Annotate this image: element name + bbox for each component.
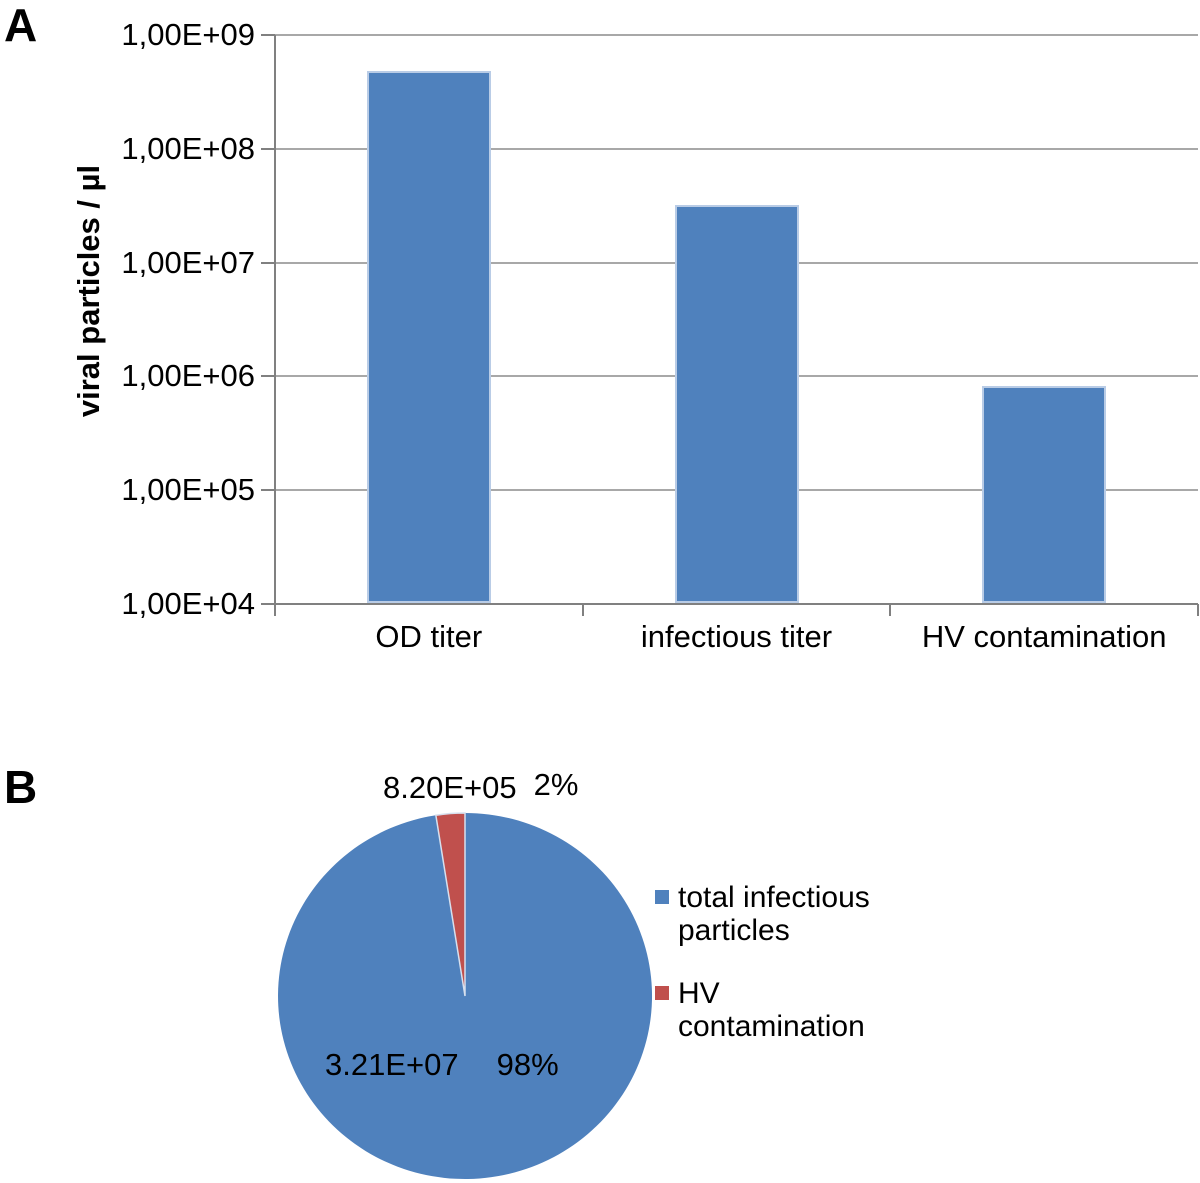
pie-inside-label: 3.21E+07 98% xyxy=(325,1048,559,1082)
legend-swatch-hv-contamination xyxy=(655,986,669,1000)
x-axis-line xyxy=(275,603,1198,605)
x-axis-tick xyxy=(274,604,276,616)
category-label-hv-contamination: HV contamination xyxy=(921,619,1167,654)
y-tick-label: 1,00E+05 xyxy=(121,472,255,508)
pie-chart xyxy=(278,812,653,1179)
x-axis-tick xyxy=(1197,604,1199,616)
y-axis-tick xyxy=(261,147,275,150)
bar-infectious-titer xyxy=(674,204,799,603)
bar-chart: 1,00E+09 1,00E+08 1,00E+07 1,00E+06 1,00E+05… xyxy=(121,17,1199,654)
y-axis-tick xyxy=(261,375,275,378)
legend-label-hv-contamination: HV contamination xyxy=(678,977,865,1043)
pie-outside-label: 8.20E+05 2% xyxy=(383,767,579,805)
legend-item-hv-contamination: HV contamination xyxy=(655,977,870,1043)
panel-b-label: B xyxy=(4,761,38,813)
bar-hv-contamination xyxy=(982,386,1107,603)
legend-swatch-total-infectious xyxy=(655,890,669,904)
legend-label-total-infectious: total infectious particles xyxy=(678,881,870,947)
y-tick-label: 1,00E+08 xyxy=(121,130,255,166)
x-axis-tick xyxy=(889,604,892,616)
y-tick-label: 1,00E+07 xyxy=(121,244,255,280)
y-tick-label: 1,00E+09 xyxy=(121,17,255,52)
pie-legend: total infectious particles HV contaminat… xyxy=(655,881,870,1043)
gridline xyxy=(275,147,1198,150)
bar-od-titer xyxy=(366,71,491,603)
panel-a-label: A xyxy=(4,0,38,51)
category-label-od-titer: OD titer xyxy=(375,619,483,654)
y-tick-label: 1,00E+06 xyxy=(121,358,255,394)
y-axis-tick xyxy=(261,34,275,36)
pie-pct-label-total-infectious: 98% xyxy=(496,1047,559,1082)
category-label-infectious-titer: infectious titer xyxy=(640,619,833,654)
pie-slice-hv-contamination xyxy=(434,812,466,997)
legend-item-total-infectious: total infectious particles xyxy=(655,881,870,947)
gridline xyxy=(275,34,1198,36)
y-axis-line xyxy=(274,35,276,616)
y-axis-tick xyxy=(261,603,275,605)
y-axis-tick xyxy=(261,489,275,492)
pie-value-label-hv-contamination: 8.20E+05 xyxy=(383,770,517,805)
pie-pct-label-hv-contamination: 2% xyxy=(533,767,579,802)
y-tick-label: 1,00E+04 xyxy=(121,586,255,621)
y-axis-tick xyxy=(261,261,275,264)
x-axis-tick xyxy=(581,604,584,616)
pie-value-label-total-infectious: 3.21E+07 xyxy=(325,1047,459,1082)
